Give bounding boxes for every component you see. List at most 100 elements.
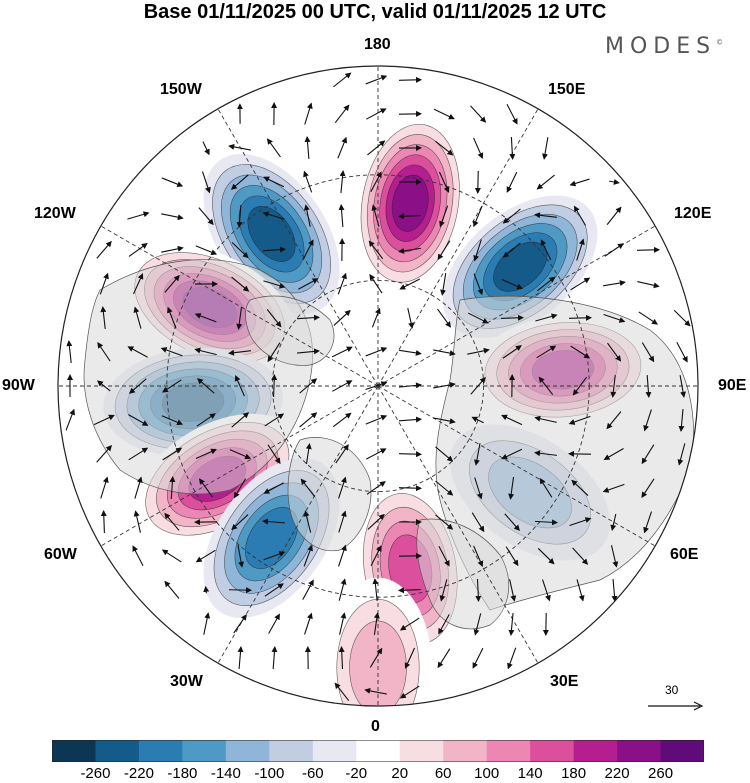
lon-label-60e: 60E xyxy=(670,546,699,563)
wind-arrow xyxy=(404,647,416,669)
wind-arrow xyxy=(507,647,517,670)
meridian-line xyxy=(100,225,379,387)
wind-arrow xyxy=(435,480,454,496)
wind-arrow xyxy=(371,204,380,227)
wind-arrow xyxy=(637,281,660,289)
wind-arrow xyxy=(373,612,380,635)
wind-arrow xyxy=(534,450,557,457)
wind-arrow xyxy=(471,512,485,533)
wind-arrow xyxy=(435,446,454,462)
wind-arrow xyxy=(332,412,352,428)
wind-arrow xyxy=(305,443,312,465)
lon-label-120w: 120W xyxy=(34,205,76,222)
wind-arrow xyxy=(164,274,180,293)
anomaly-center xyxy=(354,114,466,293)
wind-arrow xyxy=(203,612,211,635)
wind-arrow xyxy=(570,277,591,291)
wind-arrow xyxy=(470,376,486,395)
wind-arrow xyxy=(304,612,313,635)
colorbar-tick-label: 140 xyxy=(517,765,543,782)
colorbar-tick-label: -180 xyxy=(167,765,198,782)
wind-arrow xyxy=(602,483,625,493)
wind-arrow xyxy=(196,413,216,427)
lon-label-150w: 150W xyxy=(160,81,202,98)
wind-arrow xyxy=(398,213,422,220)
lon-label-180: 180 xyxy=(364,36,391,53)
wind-arrow xyxy=(233,478,247,499)
wind-arrow xyxy=(162,447,183,461)
wind-arrow xyxy=(65,408,75,431)
wind-arrow xyxy=(636,246,660,253)
wind-arrow xyxy=(127,346,148,358)
wind-arrow xyxy=(228,349,251,356)
wind-arrow xyxy=(338,510,347,533)
wind-arrow xyxy=(132,273,144,295)
wind-arrow xyxy=(576,579,585,602)
wind-arrow xyxy=(366,448,387,460)
colorbar-tick-label: 180 xyxy=(561,765,587,782)
wind-arrow xyxy=(365,414,388,425)
wind-arrow xyxy=(641,342,655,363)
wind-arrow xyxy=(231,241,249,259)
lon-label-90e: 90E xyxy=(718,377,747,394)
wind-arrow xyxy=(398,247,421,254)
wind-arrow xyxy=(128,414,149,426)
wind-arrow xyxy=(338,204,345,228)
wind-arrow xyxy=(569,517,592,527)
wind-arrow xyxy=(537,547,555,565)
wind-arrow xyxy=(471,416,484,424)
wind-arrow xyxy=(538,376,554,396)
wind-arrow xyxy=(263,482,284,494)
wind-arrow xyxy=(303,544,313,567)
wind-arrow xyxy=(641,478,655,499)
wind-arrow xyxy=(473,137,484,160)
wind-arrow xyxy=(606,411,622,430)
wind-arrow xyxy=(366,108,387,120)
colorbar-swatch xyxy=(486,740,531,762)
wind-arrow xyxy=(534,519,558,526)
wind-arrow xyxy=(536,345,557,359)
wind-arrow xyxy=(161,379,182,393)
wind-arrow xyxy=(194,313,217,323)
wind-arrow xyxy=(299,412,318,428)
meridian-line xyxy=(217,108,379,387)
wind-arrow xyxy=(679,375,687,398)
wind-arrow xyxy=(263,280,286,289)
wind-arrow xyxy=(164,512,180,531)
wind-arrow xyxy=(304,136,311,160)
wind-arrow xyxy=(161,177,184,188)
wind-arrow xyxy=(643,409,652,432)
colorbar-swatch xyxy=(312,740,357,762)
wind-arrow xyxy=(333,309,351,326)
wind-arrow xyxy=(673,309,691,327)
wind-arrow xyxy=(127,211,150,220)
wind-arrow xyxy=(339,170,346,194)
wind-arrow xyxy=(603,448,624,460)
wind-arrow xyxy=(331,346,353,358)
wind-arrow xyxy=(398,416,422,423)
wind-arrow xyxy=(371,307,381,328)
wind-arrow xyxy=(338,578,347,601)
wind-arrow xyxy=(236,307,243,330)
wind-arrow xyxy=(296,348,320,355)
wind-vectors xyxy=(65,72,691,702)
colorbar-swatch xyxy=(225,740,270,762)
wind-arrow xyxy=(572,376,588,396)
wind-arrow xyxy=(234,375,245,397)
wind-arrow xyxy=(504,513,520,532)
wind-arrow xyxy=(334,104,350,124)
wind-arrow xyxy=(267,342,281,363)
brand-name: MODES xyxy=(605,34,717,59)
wind-arrow xyxy=(370,171,382,192)
wind-arrow xyxy=(502,208,521,224)
wind-arrow xyxy=(435,514,454,530)
brand-mark: © xyxy=(716,38,724,47)
wind-arrow xyxy=(603,313,626,323)
wind-arrow xyxy=(100,476,109,499)
wind-arrow xyxy=(473,613,482,636)
wind-arrow xyxy=(467,347,490,355)
colorbar-swatch xyxy=(52,740,96,762)
wind-arrow xyxy=(607,342,622,362)
wind-arrow xyxy=(271,374,278,398)
wind-arrow xyxy=(97,342,111,362)
